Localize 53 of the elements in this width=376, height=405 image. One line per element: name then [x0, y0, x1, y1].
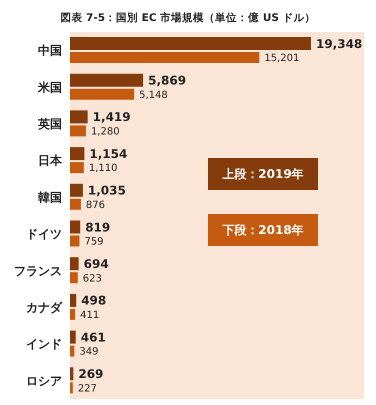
data-label: 1,110	[88, 163, 118, 174]
data-label: 694	[84, 256, 109, 271]
bar	[70, 74, 144, 87]
data-label: 1,154	[89, 146, 128, 161]
data-label: 461	[80, 330, 106, 344]
bar	[70, 236, 80, 246]
data-label: 5,869	[148, 73, 186, 88]
data-label: 269	[78, 367, 104, 382]
bar	[70, 272, 78, 284]
y-tick-label: 英国	[37, 117, 62, 132]
bar	[70, 52, 260, 63]
bar	[70, 125, 86, 136]
data-label: 498	[81, 294, 106, 308]
y-tick-label: ドイツ	[26, 227, 62, 242]
bar	[70, 346, 74, 357]
bar	[70, 147, 84, 160]
data-label: 876	[86, 200, 106, 211]
data-label: 1,035	[88, 184, 126, 198]
bar	[70, 88, 134, 100]
bar	[70, 110, 88, 124]
data-label: 819	[85, 220, 110, 234]
y-tick-label: 中国	[38, 44, 62, 58]
y-tick-label: カナダ	[26, 300, 63, 315]
data-label: 349	[79, 346, 98, 358]
data-label: 15,201	[264, 53, 300, 64]
text: 下段：2018年	[208, 214, 318, 246]
chart-title: 図表 7-5：国別 EC 市場規模（単位：億 US ドル）	[59, 10, 317, 26]
y-tick-label: 日本	[38, 154, 63, 168]
bar	[70, 220, 80, 234]
bar	[70, 382, 73, 394]
data-label: 759	[84, 236, 104, 248]
bar	[70, 162, 84, 174]
y-tick-label: ロシア	[26, 374, 62, 388]
bar	[70, 367, 74, 380]
data-label: 1,280	[90, 126, 120, 138]
bar	[70, 198, 81, 210]
bar	[70, 330, 76, 344]
data-label: 227	[78, 383, 97, 394]
y-tick-label: 韓国	[38, 190, 62, 204]
y-tick-label: フランス	[14, 264, 62, 278]
bar	[70, 37, 311, 50]
data-label: 411	[80, 310, 100, 321]
bar	[70, 308, 76, 320]
data-label: 19,348	[316, 36, 362, 51]
bar	[70, 294, 76, 307]
data-label: 1,419	[92, 110, 131, 124]
text: 上段：2019年	[208, 158, 318, 190]
bar	[70, 257, 79, 270]
y-tick-label: 米国	[37, 80, 62, 94]
y-tick-label: インド	[26, 337, 62, 352]
data-label: 5,148	[139, 90, 168, 101]
bar	[70, 184, 83, 197]
data-label: 623	[82, 273, 102, 284]
